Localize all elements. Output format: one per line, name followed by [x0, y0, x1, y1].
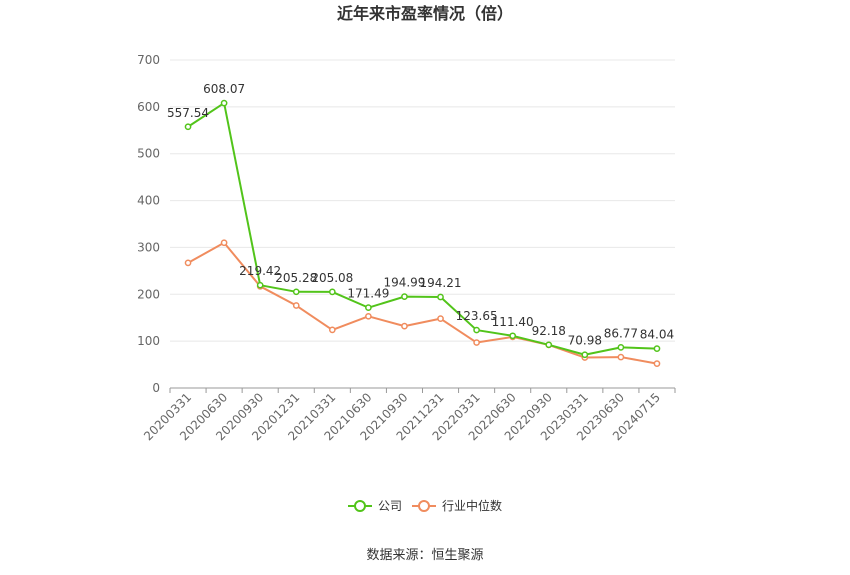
data-label: 92.18: [532, 324, 566, 338]
y-tick-label: 400: [137, 194, 160, 208]
y-tick-label: 0: [152, 381, 160, 395]
data-labels: 557.54608.07219.42205.28205.08171.49194.…: [167, 82, 674, 348]
data-point: [220, 239, 228, 247]
data-point: [653, 345, 661, 352]
series-line: [187, 102, 657, 356]
data-label: 205.28: [275, 271, 317, 285]
data-label: 205.08: [311, 271, 353, 285]
y-tick-label: 100: [137, 334, 160, 348]
data-point: [653, 360, 661, 367]
data-label: 84.04: [640, 328, 674, 342]
legend-item[interactable]: 行业中位数: [412, 498, 502, 513]
data-label: 70.98: [568, 334, 602, 348]
data-point: [220, 99, 228, 107]
y-axis: 0 100 200 300 400 500 600 700: [137, 53, 160, 395]
data-point: [184, 259, 192, 267]
data-point: [473, 339, 480, 346]
data-point: [292, 302, 300, 309]
data-point: [437, 315, 444, 323]
data-point: [581, 351, 589, 359]
legend-marker: [354, 500, 366, 512]
data-point: [292, 288, 300, 296]
data-point: [328, 326, 336, 334]
data-point: [401, 322, 408, 330]
series-line: [187, 241, 658, 365]
y-tick-label: 600: [137, 100, 160, 114]
y-tick-label: 300: [137, 240, 160, 254]
data-point: [617, 353, 625, 361]
data-label: 111.40: [492, 315, 534, 329]
data-label: 219.42: [239, 264, 281, 278]
data-label: 123.65: [456, 309, 498, 323]
y-tick-label: 200: [137, 287, 160, 301]
y-tick-label: 700: [137, 53, 160, 67]
x-axis: 2020033120200630202009302020123120210331…: [141, 387, 676, 443]
legend-label: 行业中位数: [442, 498, 502, 513]
data-point: [545, 341, 553, 349]
data-label: 194.21: [420, 276, 462, 290]
data-point: [184, 123, 192, 131]
data-point: [617, 343, 625, 351]
data-label: 608.07: [203, 82, 245, 96]
source-text: 数据来源：恒生聚源: [366, 548, 483, 563]
data-point: [328, 288, 336, 296]
data-point: [473, 326, 480, 334]
legend-marker: [418, 500, 430, 512]
data-point: [401, 293, 408, 300]
data-point: [256, 281, 264, 289]
data-point: [509, 332, 517, 340]
data-point: [365, 304, 372, 311]
series-group: [184, 99, 661, 367]
data-label: 86.77: [604, 326, 638, 340]
y-tick-label: 500: [137, 147, 160, 161]
legend-item[interactable]: 公司: [348, 499, 402, 513]
data-label: 171.49: [347, 287, 389, 301]
legend[interactable]: 公司 行业中位数: [348, 498, 502, 513]
data-point: [437, 293, 444, 301]
data-point: [365, 312, 372, 320]
grid-lines: [170, 59, 675, 342]
chart-title: 近年来市盈率情况（倍）: [337, 4, 513, 23]
data-label: 557.54: [167, 106, 209, 120]
legend-label: 公司: [378, 499, 402, 513]
data-label: 194.99: [383, 276, 425, 290]
